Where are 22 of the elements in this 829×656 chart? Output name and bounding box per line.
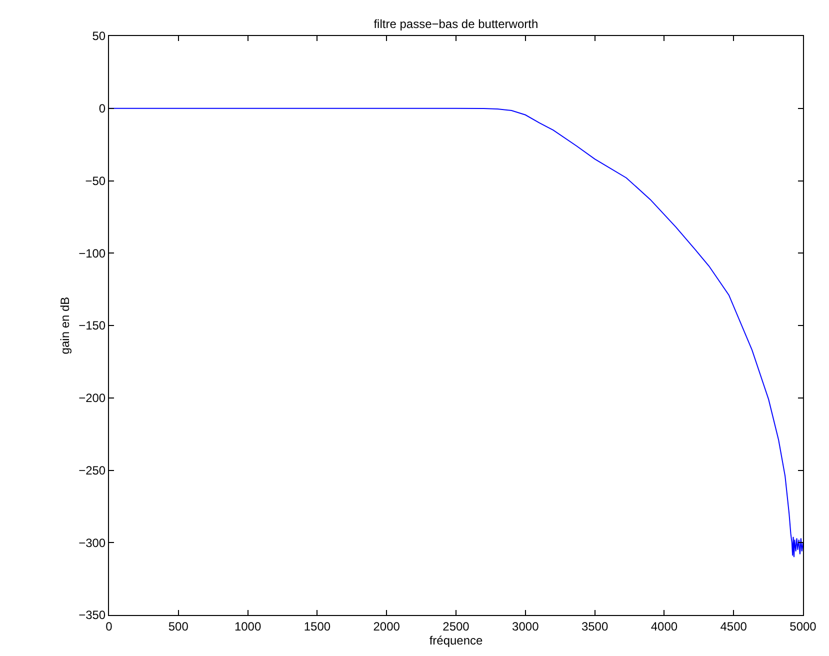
x-tick-label: 4500 [720,619,748,634]
x-tick-label: 2000 [373,619,400,634]
x-tick-label: 3500 [581,619,608,634]
x-tick-label: 500 [168,619,189,634]
x-tick-label: 3000 [512,619,540,634]
x-tick-label: 2500 [442,619,470,634]
y-tick-label: −300 [78,536,106,550]
y-axis-title: gain en dB [58,296,72,354]
y-tick-label: −250 [78,463,106,478]
y-tick-label: 0 [98,102,106,116]
chart-title: filtre passe−bas de butterworth [374,17,538,32]
y-tick-label: −150 [78,318,106,333]
y-tick-label: −200 [78,391,106,406]
x-tick-label: 4000 [650,619,678,634]
x-tick-label: 1500 [304,619,331,634]
y-tick-label: −100 [78,246,106,260]
x-axis-title: fréquence [429,633,484,648]
y-tick-label: 50 [92,29,106,44]
x-tick-label: 5000 [790,619,817,634]
x-tick-label: 1000 [234,619,262,634]
y-tick-label: −350 [78,608,106,622]
y-tick-label: −50 [85,174,106,188]
